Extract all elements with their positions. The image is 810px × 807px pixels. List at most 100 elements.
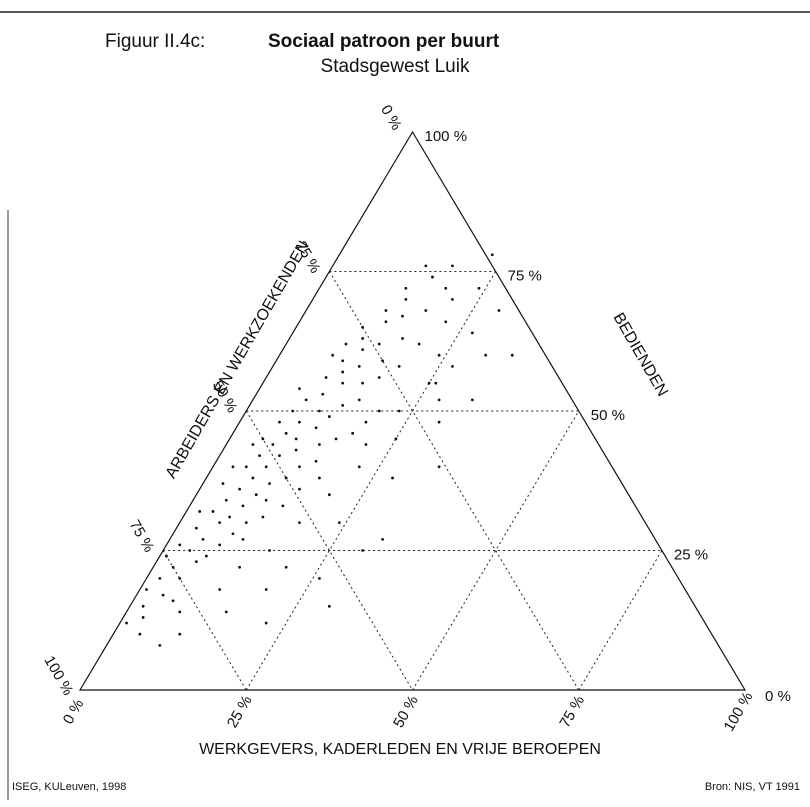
data-point	[318, 577, 321, 580]
left-tick-label: 100 %	[40, 653, 76, 698]
data-point	[351, 431, 355, 435]
data-point	[321, 392, 325, 396]
data-point	[161, 593, 165, 597]
data-point	[377, 409, 381, 413]
data-point	[228, 515, 232, 519]
data-point	[361, 381, 365, 385]
data-point	[198, 510, 202, 513]
data-point	[264, 498, 268, 502]
data-point	[271, 443, 275, 446]
data-point	[357, 364, 361, 368]
data-point	[484, 353, 488, 357]
grid-line	[245, 410, 413, 691]
data-point	[444, 320, 448, 324]
data-point	[178, 543, 182, 547]
data-point	[364, 420, 368, 424]
data-point	[218, 543, 222, 547]
data-point	[341, 359, 345, 363]
data-point	[334, 437, 338, 441]
data-point	[158, 577, 162, 580]
data-point	[397, 409, 401, 413]
data-point	[158, 643, 162, 647]
data-point	[361, 337, 365, 340]
data-point	[204, 554, 208, 558]
data-point	[327, 415, 331, 418]
data-point	[401, 337, 404, 340]
data-point	[268, 482, 271, 485]
figure-label: Figuur II.4c:	[105, 31, 205, 52]
data-point	[451, 298, 454, 301]
data-point	[477, 286, 481, 290]
data-point	[451, 264, 454, 268]
data-point	[404, 286, 408, 290]
data-point	[231, 465, 235, 469]
data-point	[125, 621, 128, 625]
data-point	[341, 370, 345, 374]
data-point	[261, 437, 265, 441]
data-point	[327, 604, 331, 608]
data-point	[284, 431, 288, 435]
data-point	[194, 526, 198, 530]
data-point	[391, 476, 394, 480]
data-point	[437, 353, 441, 357]
data-point	[437, 465, 441, 469]
data-point	[178, 610, 182, 614]
data-point	[218, 521, 222, 524]
data-point	[284, 476, 288, 480]
data-point	[264, 621, 268, 625]
right-tick-label: 50 %	[591, 407, 625, 424]
data-point	[341, 404, 345, 407]
data-point	[357, 465, 361, 469]
data-point	[304, 398, 308, 402]
data-point	[357, 398, 361, 402]
data-point	[431, 275, 434, 279]
data-point	[298, 465, 301, 469]
data-point	[397, 364, 401, 368]
chart-title: Sociaal patroon per buurt	[268, 31, 500, 52]
grid-line	[328, 271, 580, 691]
data-point	[331, 353, 335, 357]
data-point	[244, 465, 248, 469]
data-point	[314, 459, 318, 463]
bottom-tick-label: 75 %	[556, 693, 588, 731]
data-point	[298, 420, 301, 424]
data-point	[381, 359, 384, 363]
data-point	[298, 521, 301, 524]
data-point	[258, 454, 261, 458]
data-point	[291, 409, 295, 413]
data-point	[470, 331, 474, 335]
data-point	[251, 476, 255, 480]
data-point	[241, 504, 245, 508]
data-point	[327, 493, 331, 497]
data-point	[241, 537, 245, 541]
data-point	[434, 381, 438, 385]
data-point	[361, 549, 365, 552]
data-point	[361, 325, 365, 329]
data-point	[404, 298, 408, 301]
data-point	[298, 487, 301, 491]
data-point	[337, 521, 341, 524]
data-point	[145, 588, 148, 591]
data-point	[384, 309, 388, 312]
data-point	[211, 510, 215, 513]
left-axis-label: ARBEIDERS EN WERKZOEKENDEN	[163, 238, 313, 481]
bottom-axis-label: WERKGEVERS, KADERLEDEN EN VRIJE BEROEPEN	[199, 741, 601, 758]
data-point	[427, 381, 431, 385]
data-point	[221, 482, 225, 485]
data-point	[394, 437, 398, 441]
right-axis-label: BEDIENDEN	[610, 310, 671, 399]
data-point	[444, 286, 448, 290]
data-point	[294, 448, 298, 452]
data-point	[251, 443, 255, 446]
bottom-tick-label: 25 %	[224, 693, 256, 731]
source: Bron: NIS, VT 1991	[705, 781, 800, 793]
data-point	[361, 348, 365, 352]
bottom-tick-label: 0 %	[60, 696, 88, 727]
data-point	[324, 376, 328, 379]
data-point	[201, 537, 205, 541]
right-tick-label: 100 %	[425, 128, 468, 145]
data-point	[384, 320, 388, 324]
data-point	[178, 577, 182, 580]
data-point	[437, 420, 441, 424]
data-point	[138, 632, 142, 636]
